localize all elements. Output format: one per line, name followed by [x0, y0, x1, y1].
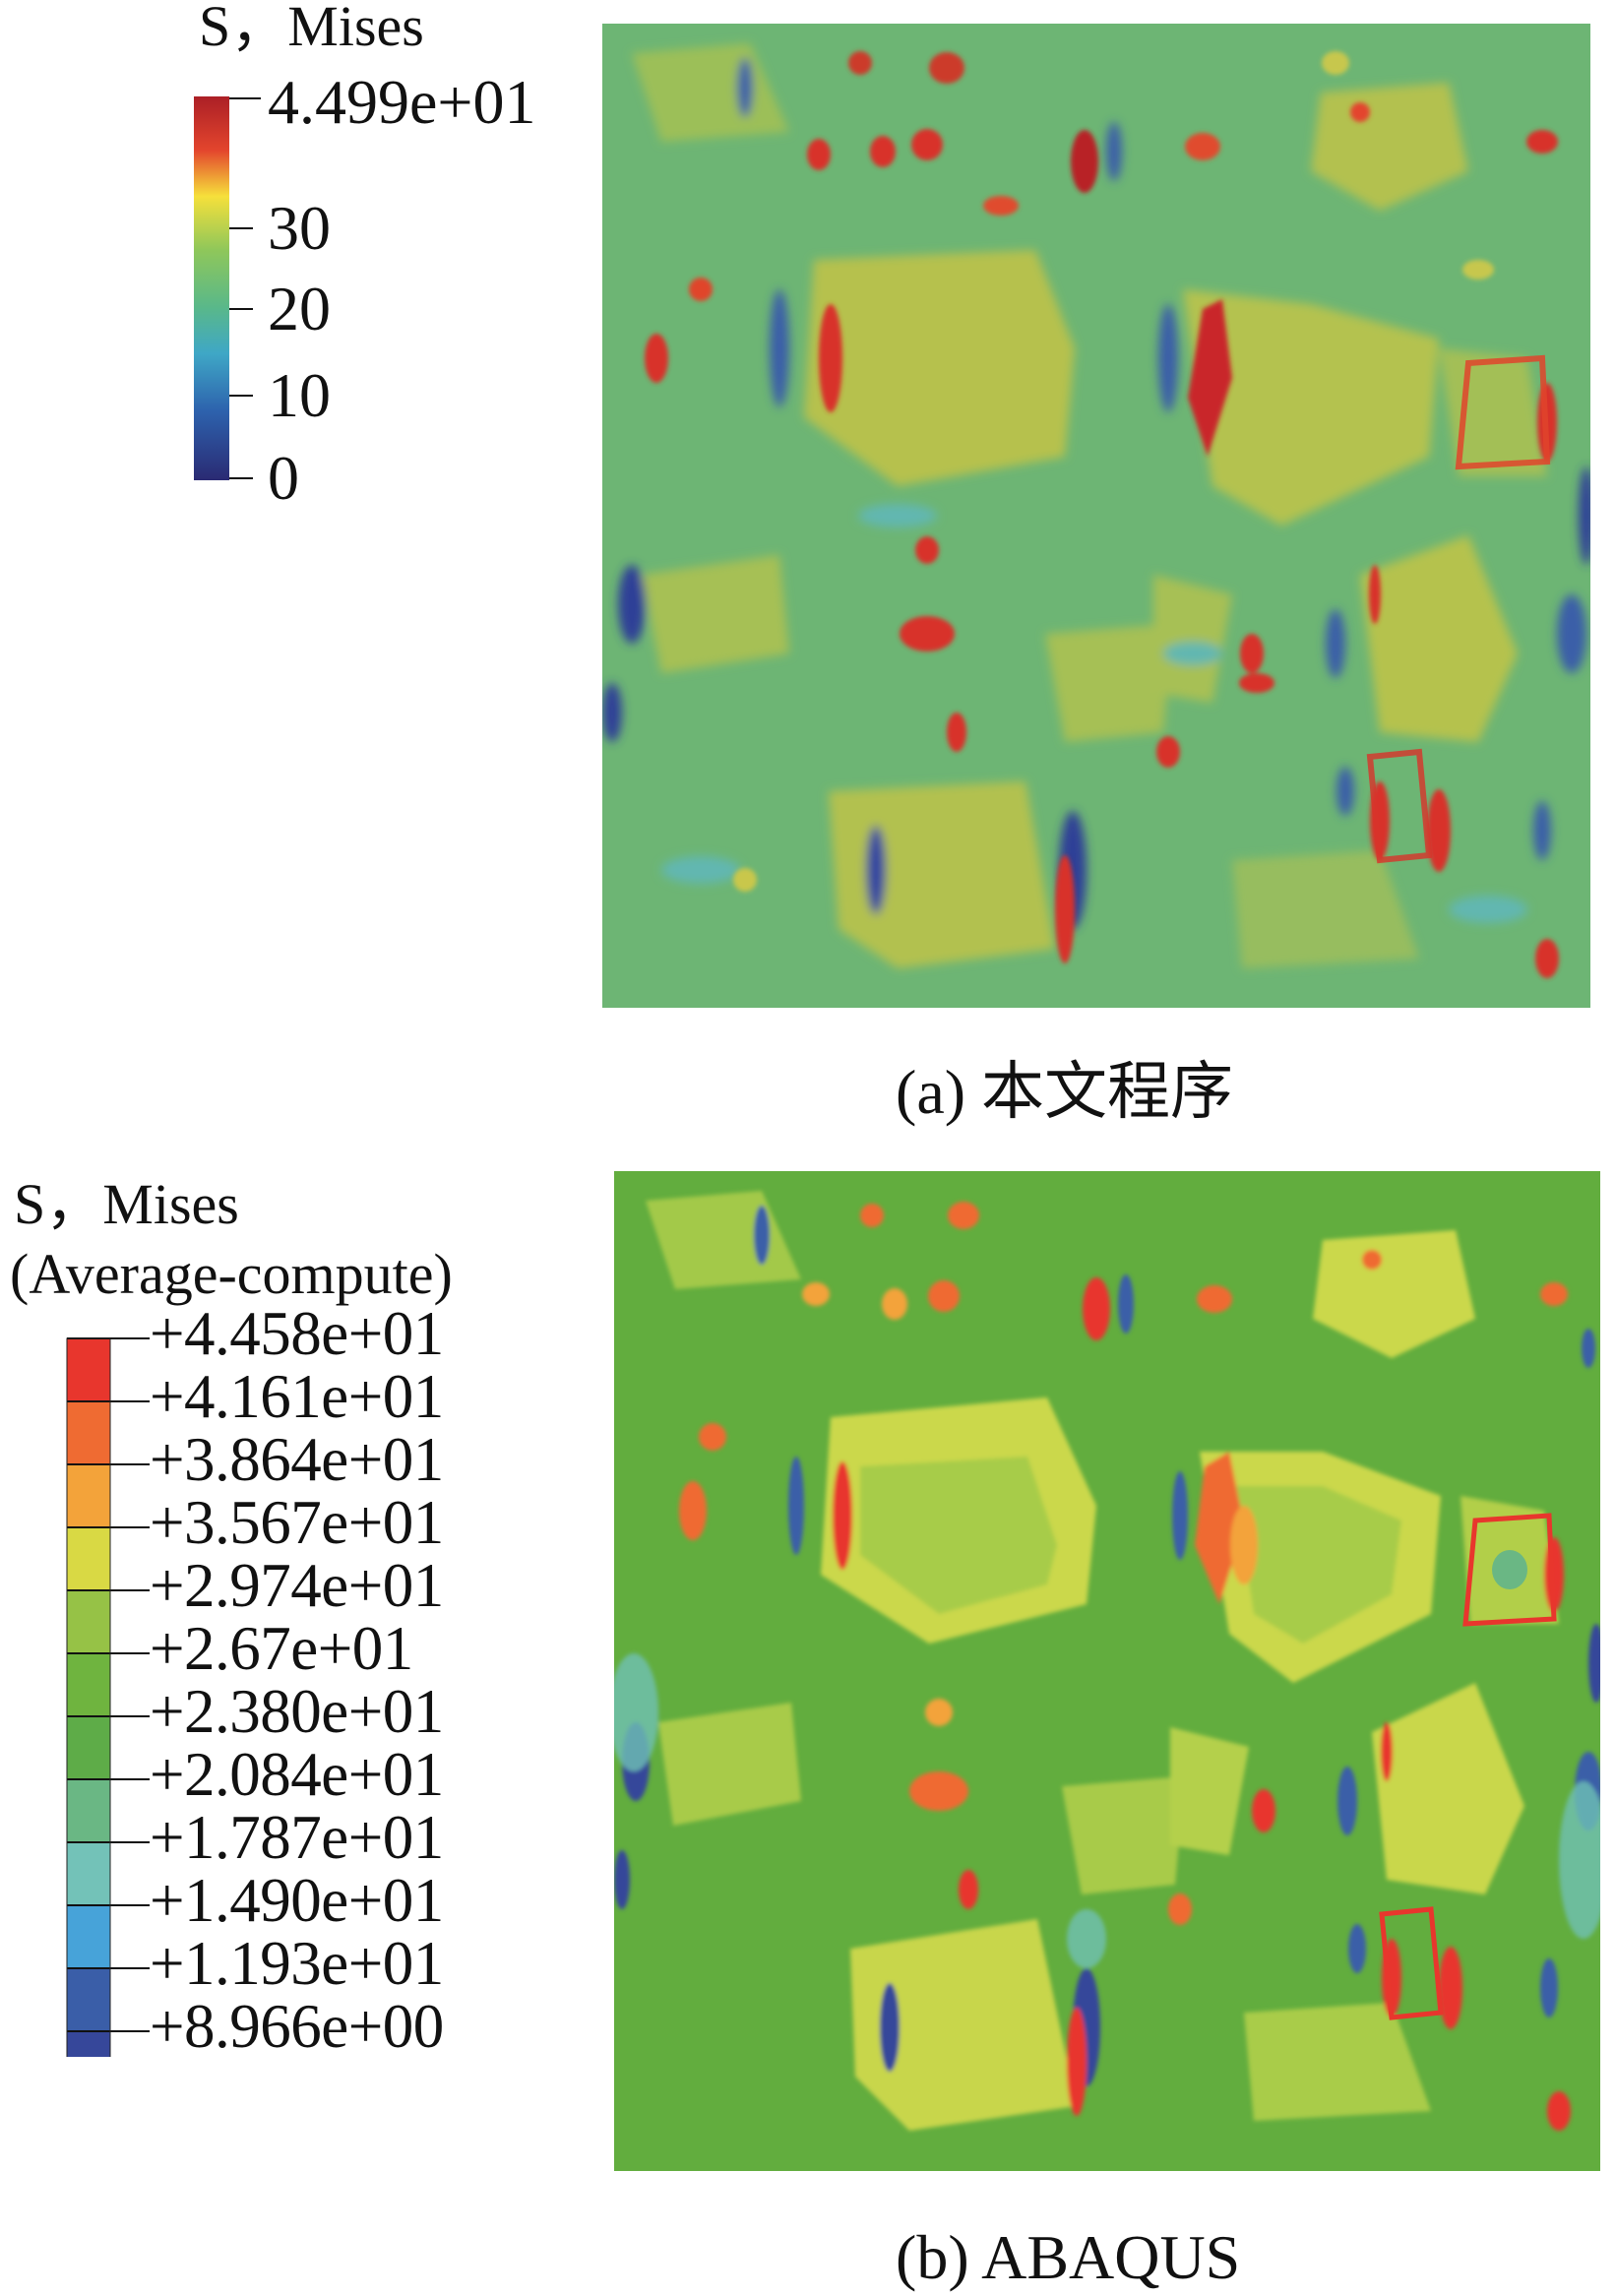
legend-b-title: S，Mises	[14, 1172, 239, 1236]
legend-b-label: +3.864e+01	[150, 1425, 444, 1494]
legend-a-title: S，Mises	[199, 0, 424, 58]
legend-b-subtitle: (Average-compute)	[10, 1242, 453, 1306]
legend-b-labels: +4.458e+01 +4.161e+01 +3.864e+01 +3.567e+01…	[150, 1303, 583, 2071]
legend-b-swatch	[67, 1401, 110, 1464]
legend-a-tick-0: 0	[268, 443, 299, 513]
legend-b-swatch	[67, 1716, 110, 1779]
legend-a-max-label: 4.499e+01	[268, 67, 536, 137]
legend-b-label: +1.193e+01	[150, 1929, 444, 1998]
legend-b-swatch	[67, 1968, 110, 2031]
legend-b-label: +1.490e+01	[150, 1866, 444, 1935]
legend-b-label: +4.161e+01	[150, 1362, 444, 1431]
legend-b-color-swatches	[66, 1337, 150, 2057]
legend-b-label: +2.084e+01	[150, 1740, 444, 1809]
legend-b-label: +1.787e+01	[150, 1803, 444, 1872]
legend-b-swatch	[67, 2031, 110, 2057]
legend-a-tick-10: 10	[268, 360, 331, 430]
legend-b-swatch	[67, 1527, 110, 1590]
legend-a-tick-30: 30	[268, 193, 331, 263]
legend-b-label: +2.380e+01	[150, 1677, 444, 1746]
legend-b-swatch	[67, 1653, 110, 1716]
caption-b: (b) ABAQUS	[896, 2222, 1241, 2292]
legend-b-swatch	[67, 1464, 110, 1527]
legend-a-tick-20: 20	[268, 274, 331, 343]
legend-b-label: +3.567e+01	[150, 1488, 444, 1557]
legend-b-label: +2.974e+01	[150, 1551, 444, 1620]
legend-b-swatch	[67, 1590, 110, 1653]
legend-b-outline	[66, 1337, 111, 2057]
legend-a-colorbar	[194, 96, 261, 480]
legend-b-swatch	[67, 1338, 110, 1401]
contour-plot-a	[602, 24, 1590, 1008]
contour-plot-b	[614, 1171, 1600, 2171]
legend-b-label: +2.67e+01	[150, 1614, 413, 1683]
legend-b-swatch	[67, 1842, 110, 1905]
legend-b-label: +8.966e+00	[150, 1992, 444, 2061]
legend-b-swatch	[67, 1905, 110, 1968]
caption-a: (a) 本文程序	[896, 1057, 1234, 1127]
legend-b-label: +4.458e+01	[150, 1299, 444, 1368]
legend-b-swatch	[67, 1779, 110, 1842]
